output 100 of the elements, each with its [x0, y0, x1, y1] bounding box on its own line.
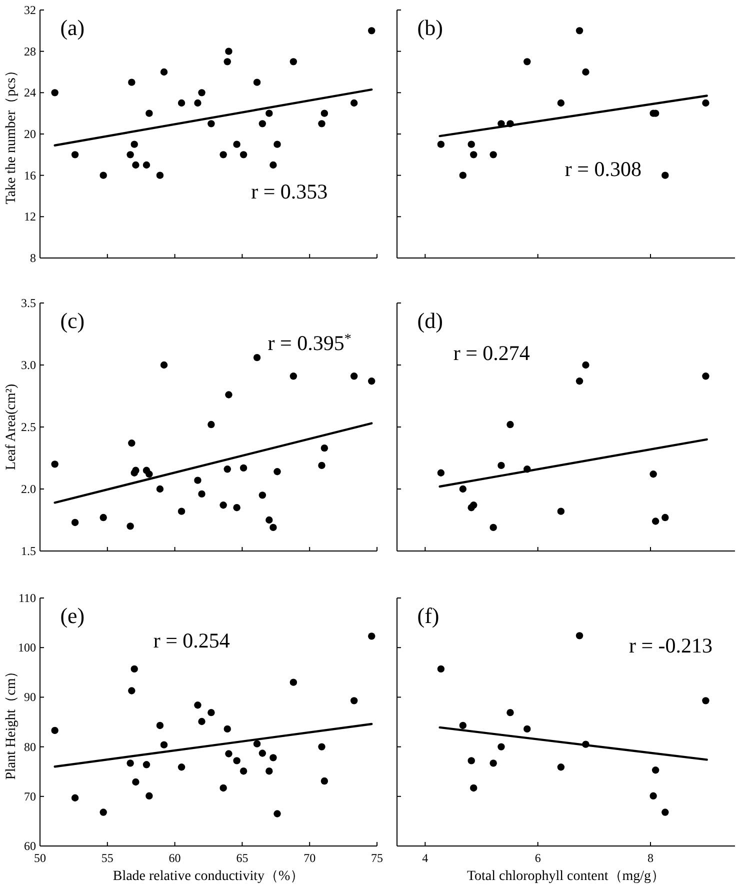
point [194, 99, 202, 107]
annotation: (f) [417, 603, 440, 628]
point [459, 722, 467, 730]
y-tick-label: 8 [30, 251, 36, 265]
y-tick-label: 24 [24, 86, 36, 100]
point [71, 518, 79, 526]
point [650, 470, 657, 478]
y-tick-label: 3.5 [21, 296, 36, 310]
point [702, 697, 710, 704]
y-tick-label: 2.5 [21, 420, 36, 434]
point [100, 514, 107, 522]
point [128, 78, 136, 86]
annotation: (a) [60, 15, 85, 40]
point [582, 361, 590, 369]
point [320, 444, 328, 452]
point [258, 120, 266, 128]
point [194, 702, 202, 709]
point [240, 464, 248, 472]
annotation: (e) [60, 603, 85, 628]
point [274, 468, 281, 476]
point [225, 48, 232, 55]
point [350, 99, 358, 107]
point [350, 697, 358, 704]
point [470, 502, 478, 509]
annotation: r = -0.213 [628, 633, 713, 658]
point [582, 68, 590, 76]
point [498, 743, 505, 750]
point [459, 172, 467, 179]
annotation: r = 0.308 [564, 157, 642, 182]
point [240, 768, 248, 775]
point [146, 470, 153, 478]
point [274, 140, 281, 148]
y-tick-label: 60 [24, 839, 36, 853]
point [368, 27, 376, 34]
point [258, 492, 266, 499]
point [208, 420, 215, 428]
point [576, 632, 584, 640]
point [220, 502, 227, 509]
point [557, 508, 565, 515]
point [468, 140, 475, 148]
point [318, 120, 326, 128]
point [270, 161, 277, 169]
point [702, 372, 710, 380]
point [224, 466, 231, 473]
point [557, 99, 565, 107]
point [437, 469, 445, 476]
x-tick-label: 8 [648, 851, 654, 865]
point [662, 514, 669, 522]
point [208, 708, 215, 716]
point [498, 462, 505, 470]
point [71, 794, 79, 802]
y-tick-label: 32 [24, 3, 36, 17]
annotation: (d) [417, 308, 443, 334]
x-tick-label: 50 [34, 851, 46, 865]
point [160, 68, 168, 76]
y-tick-label: 110 [18, 591, 36, 605]
point [51, 726, 58, 734]
point [270, 754, 277, 762]
point [368, 378, 376, 385]
point [266, 110, 273, 117]
x-tick-label: 4 [422, 851, 428, 865]
point [470, 784, 478, 792]
point [220, 151, 227, 158]
point [506, 420, 514, 428]
point [130, 665, 138, 673]
point [225, 750, 232, 758]
point [652, 766, 660, 774]
point [142, 761, 150, 768]
point [126, 760, 134, 767]
y-tick-label: 12 [24, 210, 36, 224]
point [270, 524, 277, 532]
point [51, 89, 58, 96]
point [142, 161, 150, 169]
annotation: r = 0.353 [251, 179, 328, 204]
point [459, 485, 467, 493]
y-tick-label: 2.0 [21, 482, 36, 496]
x-tick-label: 75 [371, 851, 383, 865]
point [240, 151, 248, 158]
point [160, 741, 168, 748]
point [178, 99, 186, 107]
point [132, 778, 140, 786]
y-tick-label: 70 [24, 789, 36, 804]
point [468, 757, 475, 764]
point [132, 466, 140, 474]
point [224, 725, 231, 733]
point [224, 58, 231, 66]
annotation: r = 0.254 [153, 628, 230, 653]
x-axis-title: Blade relative conductivity（%） [112, 869, 304, 884]
x-tick-label: 6 [534, 851, 541, 865]
point [274, 810, 281, 818]
y-tick-label: 80 [24, 740, 36, 754]
y-tick-label: 1.5 [21, 544, 36, 558]
point [524, 58, 531, 66]
point [437, 665, 445, 673]
point [194, 476, 202, 484]
point [253, 354, 261, 362]
point [702, 99, 710, 107]
annotation: r = 0.395$^{*}$ [268, 331, 352, 356]
point [128, 687, 136, 694]
point [178, 508, 186, 515]
